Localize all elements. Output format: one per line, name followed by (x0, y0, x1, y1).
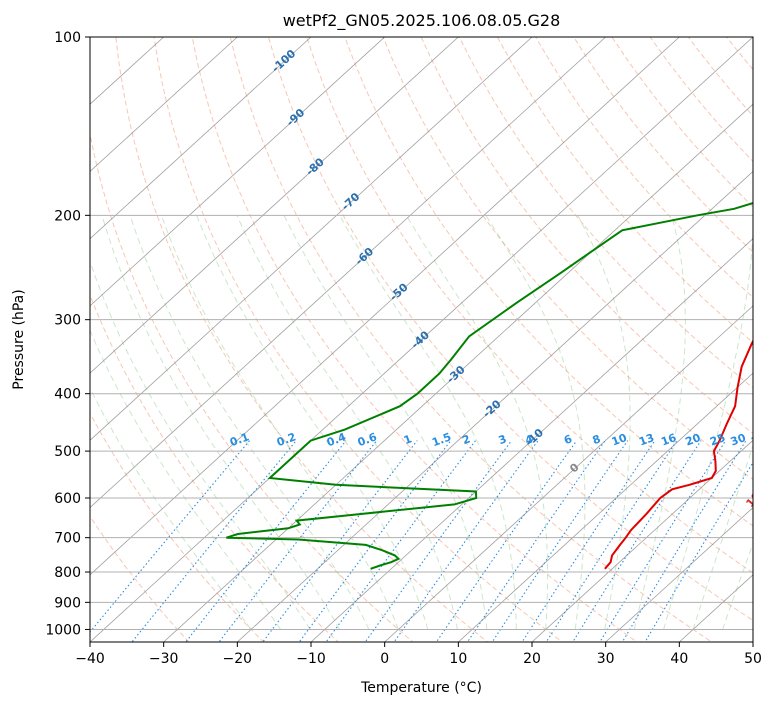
profile-line-2 (226, 202, 753, 570)
isotherm-line (605, 507, 753, 642)
pressure-grid (90, 37, 753, 630)
x-tick-label: −40 (75, 651, 105, 667)
x-tick-label: 20 (523, 651, 541, 667)
dry-adiabat-line (90, 131, 414, 642)
mixing-ratio-label: 0.4 (325, 430, 348, 449)
mixing-ratio-line (218, 440, 378, 642)
x-axis: −40 −30 −20 −10 0 10 20 30 40 50 (75, 642, 762, 667)
x-tick-label: 40 (670, 651, 688, 667)
dry-adiabat-line (90, 412, 265, 642)
mixing-ratio-label: 1 (402, 432, 414, 447)
y-axis-label: Pressure (hPa) (11, 289, 27, 389)
isotherm-line (531, 439, 753, 642)
y-axis: 100 200 300 400 500 600 700 800 900 1000 (45, 30, 90, 638)
moist-adiabat-label: 20 (751, 523, 771, 543)
y-tick-label: 200 (54, 208, 81, 224)
mixing-ratio-label: 13 (637, 431, 656, 448)
mixing-ratio-line (185, 440, 347, 642)
y-tick-label: 300 (54, 313, 81, 329)
plot-frame (89, 36, 754, 643)
isotherm-line (458, 372, 753, 642)
x-tick-label: 10 (449, 651, 467, 667)
mixing-ratio-label: 1.5 (430, 430, 453, 449)
mixing-ratio-label: 16 (659, 431, 678, 449)
mixing-ratio-label: 0.6 (356, 430, 379, 449)
mixing-ratio-line (572, 440, 702, 642)
mixing-ratio-label: 10 (610, 431, 629, 449)
x-tick-label: −20 (223, 651, 253, 667)
mixing-ratio-label: 8 (591, 432, 603, 447)
x-axis-label: Temperature (°C) (360, 680, 482, 696)
mixing-ratio-line (521, 440, 656, 642)
isotherm-line (90, 37, 680, 576)
dry-adiabat-line (420, 37, 753, 435)
dry-adiabat-line (115, 37, 489, 642)
x-tick-label: 0 (380, 651, 389, 667)
profile-line-1 (604, 338, 753, 570)
moist-adiabat-line (663, 221, 753, 630)
x-tick-label: 50 (744, 651, 762, 667)
mixing-ratio-label: 25 (708, 431, 727, 448)
mixing-ratio-line (491, 440, 629, 642)
mixing-ratio-label: 6 (562, 432, 574, 447)
x-tick-label: 30 (597, 651, 615, 667)
isotherm-line (90, 37, 238, 172)
mixing-ratio-label: 2 (461, 432, 473, 447)
mixing-ratio-label: 0.1 (228, 430, 251, 449)
x-tick-label: −30 (149, 651, 179, 667)
moist-adiabat-line (101, 215, 340, 630)
mixing-ratio-label: 0.2 (275, 430, 298, 449)
isotherm-line (90, 37, 533, 441)
dry-adiabat-line (535, 37, 753, 298)
isotherm-line (90, 37, 312, 240)
dry-adiabat-line (496, 37, 753, 344)
isotherm-line (90, 37, 459, 374)
moist-adiabat-label: 10 (744, 490, 764, 510)
x-tick-label: −10 (296, 651, 326, 667)
isotherm-line (310, 238, 753, 642)
mixing-ratio-label: 3 (497, 432, 509, 447)
mixing-ratio-line (262, 440, 418, 642)
mixing-ratio-line (131, 440, 297, 642)
isotherm-line (384, 305, 753, 642)
isotherm-line (90, 37, 606, 509)
y-tick-label: 600 (54, 491, 81, 507)
y-tick-label: 100 (54, 30, 81, 46)
mixing-ratio-label: 20 (684, 431, 703, 449)
y-tick-label: 900 (54, 595, 81, 611)
y-tick-label: 1000 (45, 622, 81, 638)
y-tick-label: 700 (54, 531, 81, 547)
isotherm-line (163, 103, 753, 642)
mixing-ratio-label: 30 (729, 431, 748, 449)
mixing-ratio-line (466, 440, 606, 642)
y-tick-label: 400 (54, 387, 81, 403)
mixing-ratio-line (90, 440, 251, 633)
isotherm-line (237, 170, 753, 642)
y-tick-label: 800 (54, 565, 81, 581)
chart-title: wetPf2_GN05.2025.106.08.05.G28 (283, 11, 561, 31)
isotherm-line (90, 37, 753, 642)
y-tick-label: 500 (54, 444, 81, 460)
mixing-ratio-label: 4 (523, 432, 535, 447)
dry-adiabat-line (90, 515, 190, 642)
mixing-ratio-label: 36 (749, 431, 768, 449)
isotherm-line (90, 37, 385, 307)
mixing-ratio-line (393, 440, 539, 642)
mixing-ratio-line (545, 440, 678, 642)
profiles (226, 202, 753, 570)
mixing-ratio-line (644, 461, 753, 642)
moist-adiabat-line (283, 215, 488, 630)
